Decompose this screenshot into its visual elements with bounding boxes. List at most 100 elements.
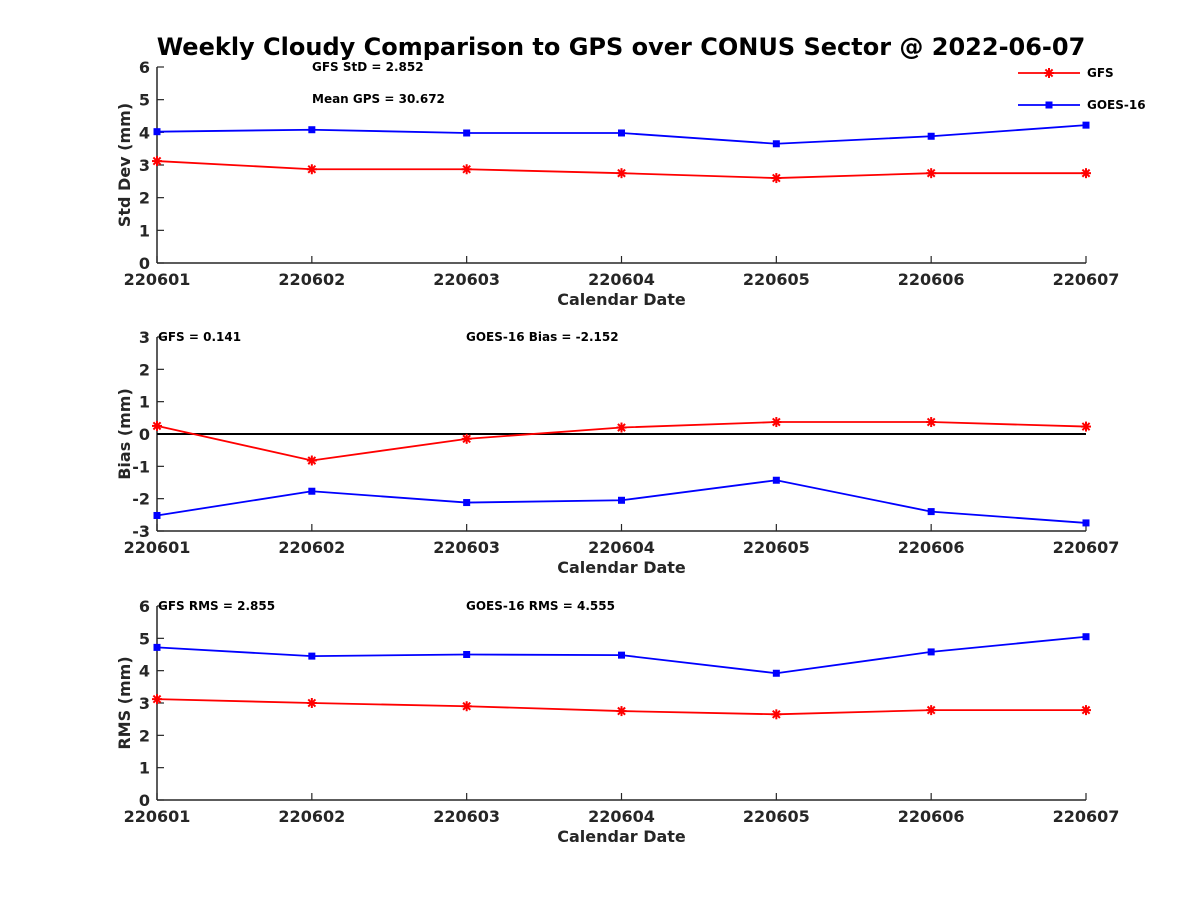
- annotation: GFS RMS = 2.855: [158, 599, 275, 613]
- data-point: [153, 511, 161, 519]
- data-point: [927, 508, 935, 516]
- data-point: [618, 496, 625, 504]
- data-point: [771, 417, 782, 428]
- data-point: [152, 156, 162, 167]
- data-point: [461, 701, 472, 712]
- data-point: [771, 709, 782, 720]
- data-point: [927, 132, 935, 140]
- x-tick-label: 220606: [898, 538, 965, 557]
- x-tick-label: 220604: [588, 807, 655, 826]
- legend-marker: [1045, 101, 1053, 109]
- y-tick-label: 3: [139, 694, 150, 713]
- data-point: [461, 433, 472, 444]
- legend-item: GFS: [1018, 66, 1114, 80]
- x-tick-label: 220606: [898, 807, 965, 826]
- annotation: GFS = 0.141: [158, 330, 241, 344]
- data-point: [306, 164, 317, 175]
- data-point: [461, 164, 472, 175]
- y-tick-label: 2: [139, 189, 150, 208]
- annotation: Mean GPS = 30.672: [312, 92, 445, 106]
- series-gfs: [152, 417, 1091, 466]
- x-tick-label: 220607: [1053, 807, 1120, 826]
- data-point: [618, 651, 625, 659]
- y-tick-label: 1: [139, 221, 150, 240]
- data-point: [152, 694, 162, 705]
- data-point: [463, 651, 471, 658]
- legend-label: GOES-16: [1087, 98, 1146, 112]
- y-axis-label: RMS (mm): [115, 656, 134, 749]
- annotation: GFS StD = 2.852: [312, 60, 424, 74]
- y-tick-label: 1: [139, 759, 150, 778]
- data-point: [772, 476, 780, 484]
- x-axis-label: Calendar Date: [557, 290, 686, 309]
- data-point: [308, 126, 316, 134]
- x-tick-label: 220604: [588, 270, 655, 289]
- data-point: [306, 455, 317, 466]
- legend-label: GFS: [1087, 66, 1114, 80]
- y-tick-label: 3: [139, 328, 150, 347]
- x-tick-label: 220603: [433, 538, 500, 557]
- series-goes-16: [153, 476, 1090, 527]
- x-tick-label: 220603: [433, 807, 500, 826]
- data-point: [1082, 121, 1090, 129]
- x-tick-label: 220605: [743, 807, 810, 826]
- data-point: [463, 499, 471, 507]
- series-gfs: [152, 694, 1091, 720]
- y-tick-label: 0: [139, 254, 150, 273]
- data-point: [772, 140, 780, 148]
- x-tick-label: 220605: [743, 538, 810, 557]
- annotation: GOES-16 Bias = -2.152: [466, 330, 619, 344]
- x-tick-label: 220601: [124, 807, 191, 826]
- data-point: [1081, 168, 1091, 179]
- data-point: [153, 128, 161, 136]
- x-tick-label: 220605: [743, 270, 810, 289]
- x-tick-label: 220602: [278, 538, 345, 557]
- x-tick-label: 220601: [124, 270, 191, 289]
- y-tick-label: 3: [139, 156, 150, 175]
- data-point: [1082, 633, 1090, 641]
- x-tick-label: 220607: [1053, 538, 1120, 557]
- data-point: [772, 669, 780, 677]
- y-tick-label: 4: [139, 123, 150, 142]
- y-tick-label: 2: [139, 360, 150, 379]
- y-tick-label: -1: [132, 457, 150, 476]
- data-point: [926, 705, 937, 716]
- series-gfs: [152, 156, 1091, 184]
- panel-3: 0 1 2 3 4 5 6 220601 220602 220603 220604 220605 220…: [115, 597, 1119, 846]
- y-axis-label: Std Dev (mm): [115, 103, 134, 227]
- data-point: [616, 422, 627, 433]
- data-point: [306, 698, 317, 708]
- data-point: [926, 417, 937, 428]
- x-tick-label: 220606: [898, 270, 965, 289]
- data-point: [153, 643, 161, 651]
- legend-item: GOES-16: [1018, 98, 1146, 112]
- data-point: [308, 487, 316, 495]
- data-point: [1082, 519, 1090, 527]
- y-tick-label: 0: [139, 791, 150, 810]
- data-point: [616, 706, 627, 717]
- y-tick-label: 6: [139, 597, 150, 616]
- x-axis-label: Calendar Date: [557, 827, 686, 846]
- x-tick-label: 220602: [278, 807, 345, 826]
- data-point: [618, 129, 625, 137]
- y-tick-label: 2: [139, 726, 150, 745]
- x-tick-label: 220601: [124, 538, 191, 557]
- data-point: [926, 168, 937, 179]
- annotation: GOES-16 RMS = 4.555: [466, 599, 615, 613]
- data-point: [1081, 421, 1091, 432]
- y-tick-label: 5: [139, 91, 150, 110]
- y-axis-label: Bias (mm): [115, 388, 134, 480]
- y-tick-label: 5: [139, 629, 150, 648]
- y-tick-label: 4: [139, 662, 150, 681]
- x-tick-label: 220602: [278, 270, 345, 289]
- y-tick-label: 6: [139, 58, 150, 77]
- x-tick-label: 220603: [433, 270, 500, 289]
- data-point: [152, 420, 162, 431]
- x-axis-label: Calendar Date: [557, 558, 686, 577]
- chart-title: Weekly Cloudy Comparison to GPS over CON…: [157, 33, 1086, 61]
- panel-1: 0 1 2 3 4 5 6 220601 220602 220603 220604 220605 220…: [115, 58, 1119, 309]
- y-tick-label: -3: [132, 522, 150, 541]
- data-point: [771, 173, 782, 184]
- data-point: [1081, 705, 1091, 716]
